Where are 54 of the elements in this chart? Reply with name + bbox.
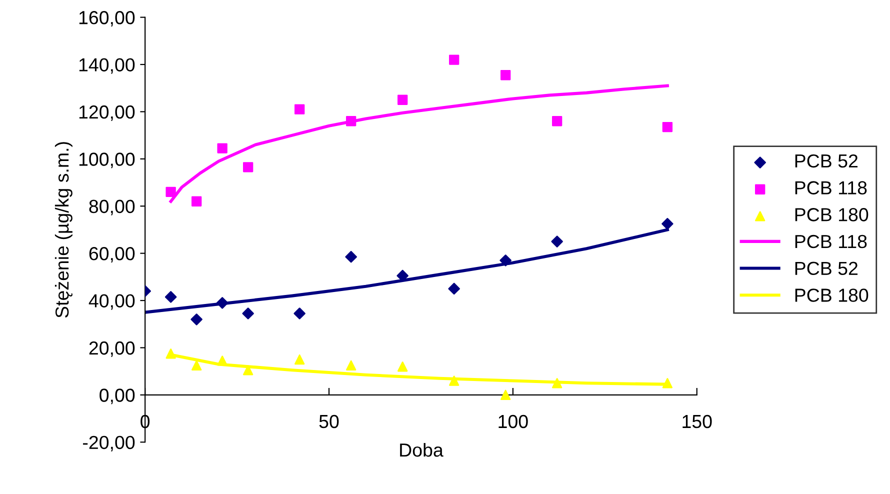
point — [242, 308, 254, 320]
point — [662, 378, 673, 388]
point — [190, 314, 202, 326]
point — [552, 116, 562, 126]
legend-label: PCB 52 — [795, 262, 858, 276]
point — [662, 218, 674, 230]
point — [500, 70, 511, 80]
x-tick-label: 50 — [319, 414, 339, 428]
point — [448, 282, 460, 295]
y-tick-label: 160,00 — [79, 10, 135, 26]
point — [191, 360, 202, 371]
y-tick-label: 80,00 — [89, 200, 135, 216]
point — [448, 54, 460, 65]
x-axis-title: Doba — [400, 442, 444, 457]
point — [500, 254, 512, 266]
legend-label: PCB 52 — [795, 154, 858, 168]
point — [397, 94, 408, 105]
x-tick-label: 150 — [682, 414, 712, 428]
point — [552, 378, 562, 388]
point — [662, 122, 673, 132]
point — [217, 143, 228, 154]
y-tick-label: 60,00 — [89, 247, 135, 263]
point — [448, 376, 460, 386]
point — [242, 162, 254, 172]
y-tick-label: 20,00 — [89, 341, 135, 357]
point — [191, 196, 202, 206]
point — [294, 308, 306, 320]
y-axis-title: Stężenie (µg/kg s.m.) — [54, 142, 72, 318]
point — [242, 365, 254, 376]
point — [551, 236, 563, 248]
line-series — [169, 84, 669, 203]
point — [164, 291, 177, 303]
point — [345, 250, 357, 263]
point — [216, 296, 228, 309]
point — [397, 362, 408, 372]
point — [294, 354, 305, 365]
legend-label: PCB 118 — [795, 234, 867, 248]
legend-label: PCB 118 — [795, 181, 867, 194]
y-tick-label: 40,00 — [88, 294, 135, 310]
y-tick-label: 0,00 — [100, 388, 135, 404]
point — [166, 186, 176, 198]
point — [294, 104, 305, 114]
point — [346, 360, 356, 371]
point — [500, 390, 511, 400]
y-tick-label: 100,00 — [79, 152, 135, 168]
legend-label: PCB 180 — [795, 208, 868, 222]
y-tick-label: 140,00 — [79, 58, 135, 74]
point — [166, 348, 176, 359]
y-tick-label: 120,00 — [79, 105, 135, 121]
y-tick-label: -20,00 — [83, 436, 135, 452]
point — [346, 116, 356, 126]
legend-label: PCB 180 — [795, 288, 868, 302]
x-tick-label: 100 — [498, 414, 528, 428]
point — [217, 356, 228, 366]
